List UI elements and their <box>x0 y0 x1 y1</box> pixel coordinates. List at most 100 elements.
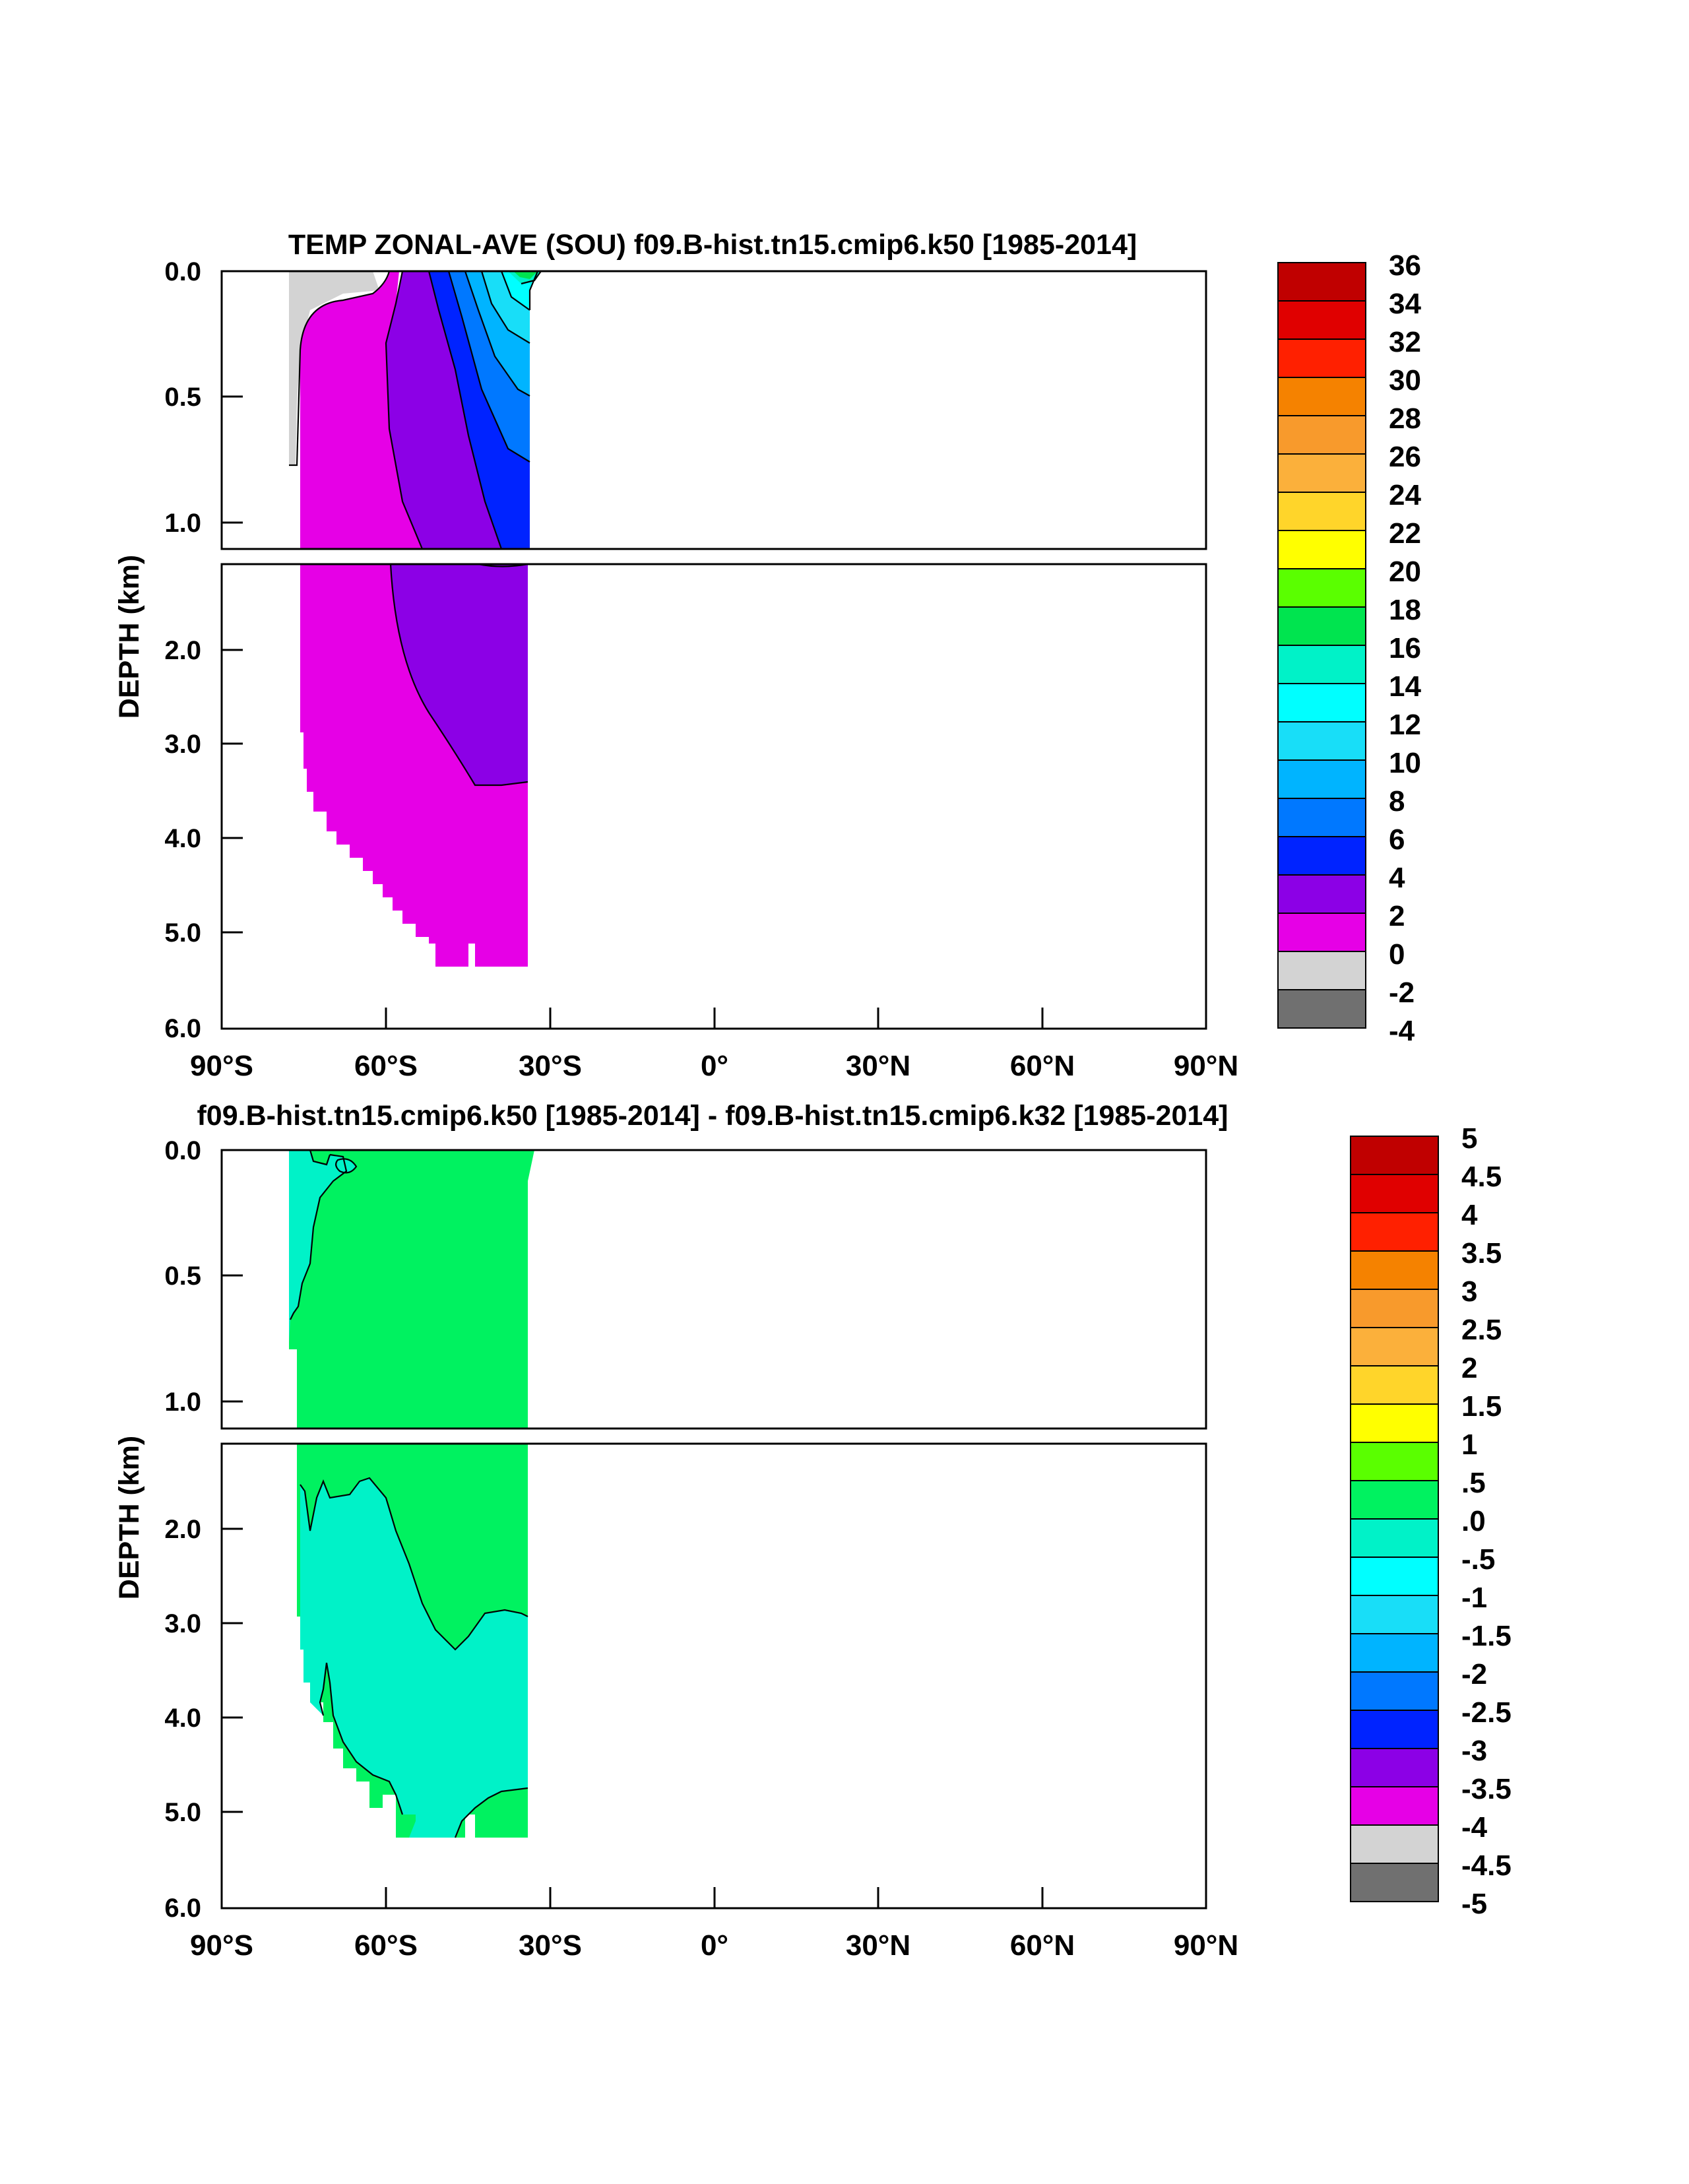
colorbar-box <box>1277 836 1366 876</box>
colorbar-box <box>1350 1442 1439 1481</box>
y-axis-label: DEPTH (km) <box>113 1436 145 1599</box>
x-tick-label: 90°N <box>1174 1050 1238 1082</box>
region-0-2 <box>300 564 528 967</box>
colorbar-box <box>1277 874 1366 914</box>
colorbar-box <box>1277 377 1366 416</box>
x-tick-label: 0° <box>701 1929 728 1962</box>
colorbar-label: 1.5 <box>1461 1390 1502 1423</box>
colorbar-label: 0 <box>1389 938 1405 971</box>
chart-title: f09.B-hist.tn15.cmip6.k50 [1985-2014] - … <box>197 1100 1228 1132</box>
colorbar: 36 34 32 30 28 26 24 22 20 18 16 14 12 1… <box>1277 249 1421 1047</box>
x-tick-label: 30°N <box>846 1929 910 1962</box>
y-tick-label: 1.0 <box>164 1388 201 1417</box>
chart-title: TEMP ZONAL-AVE (SOU) f09.B-hist.tn15.cmi… <box>288 229 1137 261</box>
x-tick-label: 90°S <box>190 1050 253 1082</box>
colorbar-label: -4.5 <box>1461 1849 1512 1882</box>
colorbar-label: 4 <box>1461 1199 1478 1231</box>
colorbar-box <box>1277 913 1366 952</box>
colorbar-box <box>1277 262 1366 302</box>
x-axis: 90°S 60°S 30°S 0° 30°N 60°N 90°N <box>190 1008 1238 1082</box>
colorbar-label: .0 <box>1461 1505 1486 1537</box>
y-tick-label: 0.5 <box>164 1262 201 1291</box>
colorbar-label: 20 <box>1389 556 1421 588</box>
colorbar-box <box>1350 1710 1439 1749</box>
contour-lines-upper <box>289 271 542 549</box>
colorbar-box <box>1277 645 1366 684</box>
colorbar-box <box>1350 1365 1439 1405</box>
colorbar-label: -2 <box>1461 1658 1487 1690</box>
colorbar-label: -3.5 <box>1461 1773 1512 1805</box>
colorbar-box <box>1350 1786 1439 1826</box>
colorbar-label: 10 <box>1389 747 1421 779</box>
colorbar-box <box>1277 338 1366 378</box>
colorbar-label: 2 <box>1461 1352 1477 1384</box>
field-upper <box>289 271 542 549</box>
y-tick-label: 4.0 <box>164 1704 201 1733</box>
y-tick-label: 2.0 <box>164 636 201 665</box>
x-tick-label: 30°S <box>519 1050 582 1082</box>
colorbar-label: 5 <box>1461 1122 1477 1155</box>
x-axis: 90°S 60°S 30°S 0° 30°N 60°N 90°N <box>190 1887 1238 1962</box>
region-0-0.5 <box>289 1150 534 1429</box>
colorbar-label: 16 <box>1389 632 1421 664</box>
colorbar-label: 32 <box>1389 326 1421 358</box>
field-lower <box>300 564 528 967</box>
colorbar-box <box>1350 1748 1439 1787</box>
y-tick-label: 5.0 <box>164 1798 201 1827</box>
region-neg0.5-0 <box>289 1150 346 1343</box>
colorbar-box <box>1350 1518 1439 1558</box>
region-4-6 <box>429 271 530 549</box>
colorbar-label: 34 <box>1389 288 1421 320</box>
colorbar-label: 3 <box>1461 1275 1477 1308</box>
region-6-8 <box>449 271 530 462</box>
x-tick-label: 60°S <box>354 1929 418 1962</box>
x-tick-label: 60°N <box>1010 1050 1075 1082</box>
x-tick-label: 30°S <box>519 1929 582 1962</box>
colorbar-box <box>1350 1327 1439 1366</box>
colorbar-box <box>1350 1212 1439 1252</box>
colorbar: 5 4.5 4 3.5 3 2.5 2 1.5 1 .5 .0 -.5 -1 -… <box>1350 1122 1512 1920</box>
colorbar-label: 4.5 <box>1461 1161 1502 1193</box>
x-tick-label: 60°N <box>1010 1929 1075 1962</box>
y-tick-label: 0.0 <box>164 1136 201 1165</box>
colorbar-box <box>1277 951 1366 990</box>
colorbar-label: 24 <box>1389 479 1421 511</box>
colorbar-label: .5 <box>1461 1467 1486 1499</box>
colorbar-box <box>1277 415 1366 455</box>
x-tick-label: 0° <box>701 1050 728 1082</box>
colorbar-box <box>1350 1557 1439 1596</box>
colorbar-box <box>1277 683 1366 723</box>
colorbar-label: -1.5 <box>1461 1620 1512 1652</box>
y-axis: 0.0 0.5 1.0 2.0 3.0 4.0 5.0 6.0 DEPTH (k… <box>113 1136 243 1923</box>
colorbar-label: 1 <box>1461 1429 1477 1461</box>
colorbar-box <box>1350 1403 1439 1443</box>
y-tick-label: 3.0 <box>164 1609 201 1638</box>
colorbar-label: 6 <box>1389 823 1405 856</box>
colorbar-label: 12 <box>1389 709 1421 741</box>
region-neg0.5-0-island <box>336 1159 356 1173</box>
colorbar-label: 22 <box>1389 517 1421 550</box>
colorbar-box <box>1277 530 1366 569</box>
y-tick-label: 0.5 <box>164 383 201 412</box>
colorbar-label: 4 <box>1389 862 1405 894</box>
x-tick-label: 90°S <box>190 1929 253 1962</box>
region-neg0.5-0-lobe <box>409 1821 429 1838</box>
colorbar-label: -.5 <box>1461 1543 1495 1576</box>
colorbar-label: 2.5 <box>1461 1314 1502 1346</box>
colorbar-label: -4 <box>1461 1811 1488 1844</box>
panel-difference: f09.B-hist.tn15.cmip6.k50 [1985-2014] - … <box>113 1100 1512 1962</box>
colorbar-box <box>1277 759 1366 799</box>
contour-lines-upper <box>290 1150 358 1320</box>
colorbar-label: 2 <box>1389 900 1405 932</box>
colorbar-label: 36 <box>1389 249 1421 282</box>
colorbar-label: 8 <box>1389 785 1405 818</box>
colorbar-boxes <box>1350 1136 1439 1902</box>
y-tick-label: 6.0 <box>164 1014 201 1043</box>
colorbar-label: -5 <box>1461 1888 1487 1920</box>
region-below-zero <box>289 271 379 465</box>
colorbar-box <box>1277 989 1366 1029</box>
colorbar-box <box>1350 1863 1439 1902</box>
colorbar-box <box>1350 1174 1439 1213</box>
colorbar-box <box>1350 1824 1439 1864</box>
